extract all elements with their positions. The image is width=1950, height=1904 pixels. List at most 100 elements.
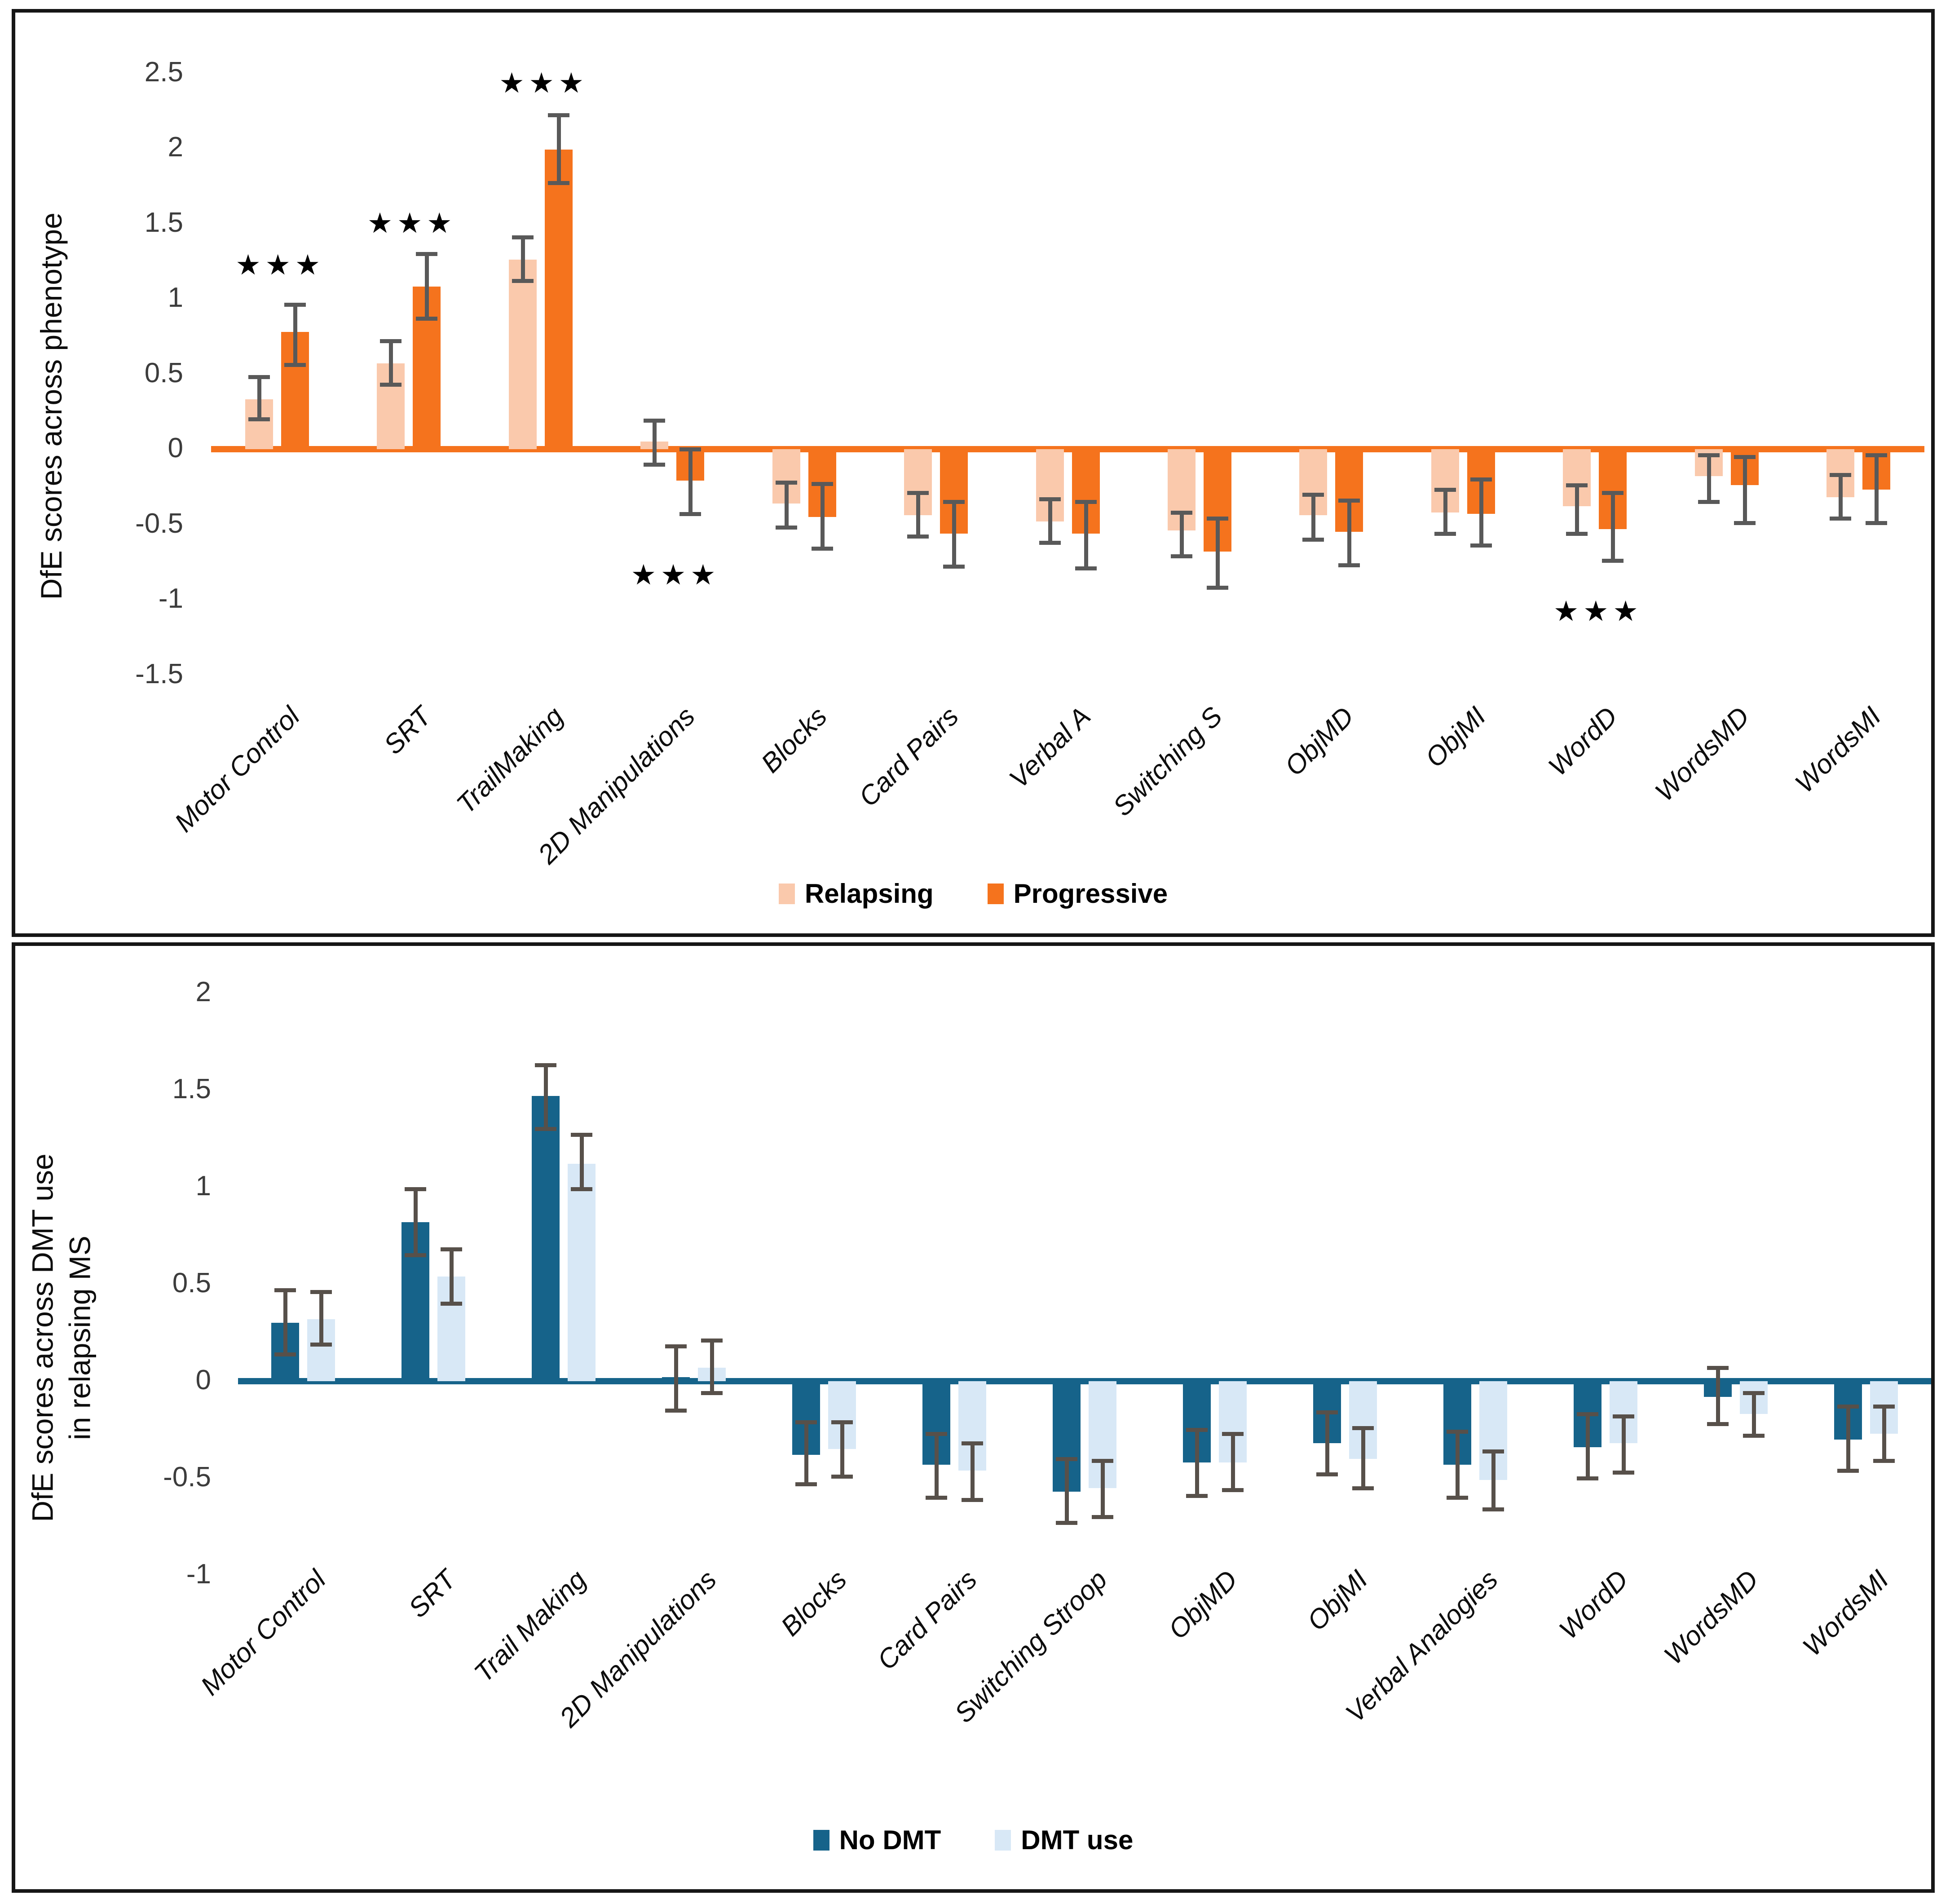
y-tick-label: 2 bbox=[195, 976, 211, 1007]
y-tick-label: -1 bbox=[158, 583, 183, 614]
y-tick-label: 1.5 bbox=[144, 207, 183, 238]
error-bar-cap bbox=[644, 462, 666, 467]
error-bar-cap bbox=[1602, 558, 1624, 563]
error-bar-cap bbox=[1092, 1515, 1113, 1520]
error-bar-line bbox=[1846, 1406, 1850, 1471]
error-bar-line bbox=[556, 115, 561, 183]
error-bar-cap bbox=[701, 1339, 723, 1343]
bar-no-dmt bbox=[532, 1096, 560, 1381]
error-bar-cap bbox=[380, 382, 402, 387]
legend-label: No DMT bbox=[839, 1825, 941, 1855]
bar-progressive bbox=[544, 150, 573, 449]
error-bar-line bbox=[1491, 1451, 1496, 1510]
error-bar-cap bbox=[1352, 1426, 1374, 1430]
y-tick-label: 1 bbox=[168, 282, 183, 313]
error-bar-line bbox=[1622, 1416, 1626, 1473]
error-bar-line bbox=[784, 482, 789, 528]
error-bar-cap bbox=[1866, 453, 1888, 458]
error-bar-cap bbox=[943, 500, 965, 504]
error-bar-cap bbox=[380, 339, 402, 343]
error-bar-line bbox=[1611, 493, 1615, 561]
bar-dmt-use bbox=[568, 1164, 596, 1381]
error-bar-cap bbox=[1206, 586, 1228, 590]
error-bar-cap bbox=[1566, 531, 1588, 536]
error-bar-cap bbox=[405, 1253, 426, 1258]
significance-stars: ★★★ bbox=[368, 208, 458, 237]
legend-swatch bbox=[778, 883, 795, 904]
error-bar-cap bbox=[535, 1127, 556, 1131]
error-bar-cap bbox=[1566, 483, 1588, 488]
error-bar-line bbox=[1586, 1414, 1590, 1478]
error-bar-line bbox=[1048, 499, 1052, 543]
significance-stars: ★★★ bbox=[1555, 596, 1644, 625]
error-bar-cap bbox=[775, 526, 797, 530]
error-bar-cap bbox=[926, 1431, 947, 1436]
error-bar-cap bbox=[1707, 1422, 1729, 1427]
error-bar-line bbox=[450, 1249, 454, 1304]
error-bar-cap bbox=[1482, 1449, 1504, 1453]
dmt-panel: DfE scores across DMT use in relapsing M… bbox=[12, 942, 1935, 1893]
legend-swatch bbox=[995, 1829, 1011, 1851]
error-bar-cap bbox=[535, 1063, 556, 1067]
error-bar-cap bbox=[831, 1420, 853, 1424]
error-bar-cap bbox=[1830, 473, 1852, 477]
error-bar-line bbox=[971, 1443, 975, 1500]
error-bar-cap bbox=[1698, 500, 1720, 504]
error-bar-cap bbox=[1743, 1391, 1765, 1395]
error-bar-cap bbox=[1830, 517, 1852, 521]
error-bar-cap bbox=[679, 512, 701, 517]
error-bar-line bbox=[952, 502, 957, 567]
error-bar-cap bbox=[1092, 1459, 1113, 1463]
y-axis-title-line: DfE scores across phenotype bbox=[34, 212, 68, 600]
error-bar-cap bbox=[405, 1187, 426, 1192]
error-bar-cap bbox=[1338, 498, 1360, 503]
error-bar-cap bbox=[926, 1496, 947, 1500]
error-bar-cap bbox=[1447, 1496, 1468, 1500]
error-bar-cap bbox=[701, 1391, 723, 1395]
error-bar-cap bbox=[274, 1352, 296, 1356]
error-bar-line bbox=[804, 1422, 808, 1484]
error-bar-line bbox=[1347, 500, 1352, 565]
error-bar-line bbox=[840, 1422, 844, 1476]
error-bar-cap bbox=[1434, 488, 1456, 492]
error-bar-cap bbox=[547, 113, 569, 118]
error-bar-line bbox=[1752, 1392, 1756, 1436]
error-bar-cap bbox=[1837, 1405, 1859, 1409]
legend-item: DMT use bbox=[995, 1824, 1133, 1855]
error-bar-cap bbox=[679, 447, 701, 451]
error-bar-cap bbox=[1075, 566, 1097, 570]
error-bar-line bbox=[674, 1346, 678, 1410]
legend-label: Progressive bbox=[1013, 879, 1168, 909]
error-bar-cap bbox=[1482, 1507, 1504, 1512]
legend-item: No DMT bbox=[813, 1824, 941, 1855]
error-bar-cap bbox=[1613, 1471, 1634, 1475]
y-tick-label: -0.5 bbox=[163, 1462, 211, 1493]
legend-swatch bbox=[987, 883, 1004, 904]
error-bar-cap bbox=[665, 1344, 687, 1349]
error-bar-cap bbox=[1577, 1412, 1598, 1417]
error-bar-line bbox=[1575, 485, 1579, 534]
error-bar-cap bbox=[1206, 517, 1228, 521]
significance-stars: ★★★ bbox=[632, 561, 722, 589]
legend: No DMT DMT use bbox=[15, 1824, 1931, 1855]
error-bar-cap bbox=[310, 1342, 332, 1347]
error-bar-line bbox=[820, 484, 825, 549]
axis-zero-line bbox=[238, 1378, 1931, 1384]
legend-item: Relapsing bbox=[778, 878, 934, 909]
error-bar-cap bbox=[1302, 492, 1324, 497]
error-bar-cap bbox=[441, 1247, 462, 1252]
error-bar-line bbox=[1716, 1367, 1720, 1424]
legend: Relapsing Progressive bbox=[15, 878, 1931, 909]
error-bar-cap bbox=[1734, 455, 1756, 459]
error-bar-line bbox=[293, 305, 297, 365]
error-bar-line bbox=[1875, 455, 1879, 523]
error-bar-cap bbox=[248, 375, 270, 380]
error-bar-line bbox=[1456, 1431, 1460, 1498]
significance-stars: ★★★ bbox=[237, 251, 326, 279]
error-bar-line bbox=[389, 340, 393, 384]
error-bar-cap bbox=[1734, 521, 1756, 526]
error-bar-cap bbox=[1866, 521, 1888, 526]
error-bar-cap bbox=[284, 303, 306, 307]
error-bar-cap bbox=[416, 252, 438, 256]
y-tick-label: 2.5 bbox=[144, 56, 183, 88]
